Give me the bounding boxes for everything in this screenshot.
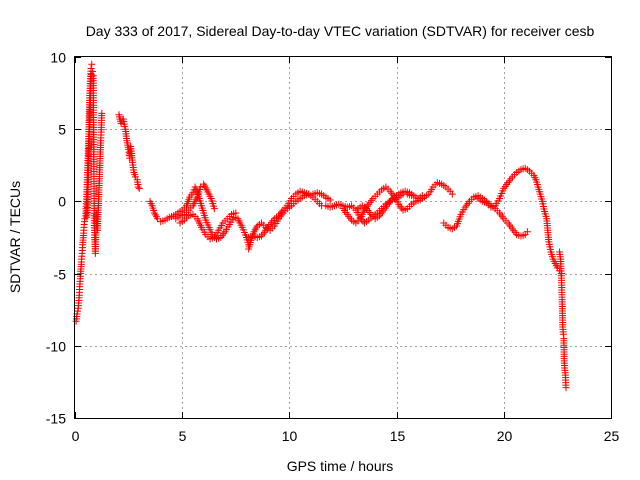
y-tick-label: 5 xyxy=(58,122,66,138)
y-tick-labels: -15 -10 -5 0 5 10 xyxy=(46,50,66,427)
data-point-plus xyxy=(562,384,570,392)
data-series xyxy=(339,179,456,227)
x-tick-label: 5 xyxy=(179,428,187,444)
data-series xyxy=(556,248,570,392)
y-axis-label: SDTVAR / TECUs xyxy=(7,181,23,293)
x-axis-label: GPS time / hours xyxy=(287,458,394,474)
data-marks xyxy=(72,60,570,392)
data-point-plus xyxy=(135,184,143,192)
y-tick-label: 10 xyxy=(50,50,66,66)
data-point-plus xyxy=(189,189,197,197)
data-point-plus xyxy=(131,173,139,181)
data-point-plus xyxy=(134,183,142,191)
data-point-plus xyxy=(98,109,106,117)
data-point-plus xyxy=(89,67,97,75)
data-point-plus xyxy=(523,228,531,236)
data-series xyxy=(172,180,218,223)
data-point-plus xyxy=(74,307,82,315)
data-series xyxy=(245,187,334,241)
data-point-plus xyxy=(196,183,204,191)
plot-frame xyxy=(74,56,612,419)
data-series xyxy=(440,192,531,240)
x-tick-labels: 0 5 10 15 20 25 xyxy=(72,428,620,444)
data-point-plus xyxy=(448,190,456,198)
x-tick-label: 15 xyxy=(390,428,406,444)
data-point-plus xyxy=(88,60,96,68)
y-tick-label: -15 xyxy=(46,411,66,427)
x-tick-label: 20 xyxy=(497,428,513,444)
data-point-plus xyxy=(232,209,240,217)
data-point-plus xyxy=(418,192,426,200)
x-tick-label: 25 xyxy=(604,428,620,444)
data-series xyxy=(474,164,566,278)
data-series xyxy=(115,111,143,192)
data-series xyxy=(83,67,106,257)
y-tick-label: -5 xyxy=(54,267,67,283)
grid-lines xyxy=(75,57,611,418)
axis-ticks xyxy=(75,57,612,419)
chart-title: Day 333 of 2017, Sidereal Day-to-day VTE… xyxy=(86,23,595,39)
y-tick-label: -10 xyxy=(46,339,66,355)
data-point-plus xyxy=(154,215,162,223)
data-series xyxy=(176,209,240,243)
data-series xyxy=(146,183,253,249)
data-series xyxy=(354,187,426,223)
data-point-plus xyxy=(210,205,218,213)
y-tick-label: 0 xyxy=(58,194,66,210)
x-tick-label: 0 xyxy=(72,428,80,444)
x-tick-label: 10 xyxy=(282,428,298,444)
data-point-plus xyxy=(326,196,334,204)
